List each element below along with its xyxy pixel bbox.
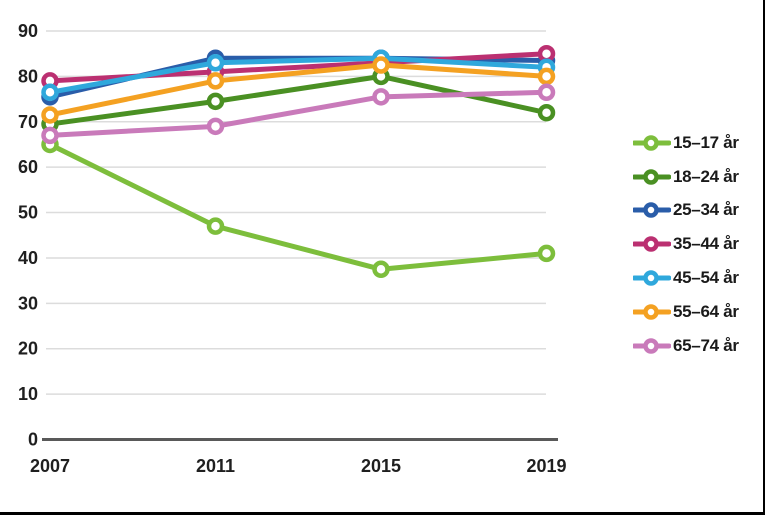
legend-item-0: 15–17 år — [633, 126, 739, 160]
legend-label: 45–54 år — [673, 268, 739, 288]
data-point-marker — [206, 72, 225, 90]
series-line-6 — [47, 89, 549, 138]
legend-item-3: 35–44 år — [633, 227, 739, 261]
legend-marker-icon — [633, 270, 671, 286]
legend-marker-icon — [633, 135, 671, 151]
data-point-marker — [41, 106, 59, 124]
data-point-marker — [41, 83, 59, 102]
legend-item-1: 18–24 år — [633, 160, 739, 194]
y-tick-label: 90 — [18, 21, 38, 41]
data-point-marker — [537, 103, 556, 122]
legend-label: 35–44 år — [673, 234, 739, 254]
legend-item-6: 65–74 år — [633, 329, 739, 363]
legend-marker-icon — [633, 236, 671, 253]
legend-label: 25–34 år — [673, 200, 739, 220]
y-tick-label: 50 — [18, 203, 38, 223]
y-tick-label: 80 — [18, 66, 38, 86]
data-point-marker — [206, 217, 225, 235]
series-line-4 — [47, 55, 549, 95]
data-point-marker — [537, 44, 556, 63]
data-point-marker — [372, 260, 390, 279]
data-point-marker — [537, 83, 556, 102]
data-point-marker — [41, 126, 59, 145]
legend-marker-icon — [633, 304, 671, 320]
y-tick-label: 0 — [28, 430, 38, 450]
legend-marker-icon — [633, 337, 671, 354]
data-point-marker — [537, 67, 556, 86]
legend-item-4: 45–54 år — [633, 261, 739, 295]
y-tick-label: 40 — [18, 248, 38, 268]
data-point-marker — [372, 88, 390, 106]
legend-label: 18–24 år — [673, 166, 739, 186]
legend-item-5: 55–64 år — [633, 295, 739, 329]
chart-legend: 15–17 år 18–24 år 25–34 år 35–44 år 45–54 år… — [633, 126, 739, 363]
y-tick-label: 30 — [18, 293, 38, 313]
data-point-marker — [206, 92, 225, 111]
legend-item-2: 25–34 år — [633, 194, 739, 228]
legend-label: 15–17 år — [673, 132, 739, 152]
series-line-5 — [47, 62, 549, 118]
legend-marker-icon — [633, 168, 671, 185]
series-line-0 — [47, 141, 549, 272]
legend-label: 65–74 år — [673, 335, 739, 355]
y-tick-label: 60 — [18, 157, 38, 177]
legend-marker-icon — [633, 202, 671, 219]
x-tick-label: 2011 — [196, 456, 235, 476]
data-point-marker — [206, 54, 225, 72]
x-tick-label: 2015 — [361, 456, 401, 476]
data-point-marker — [372, 56, 390, 74]
x-tick-label: 2007 — [30, 456, 70, 476]
y-tick-label: 20 — [18, 339, 38, 359]
legend-label: 55–64 år — [673, 301, 739, 321]
data-point-marker — [537, 244, 556, 263]
data-point-marker — [206, 117, 225, 136]
x-tick-label: 2019 — [526, 456, 566, 476]
y-tick-label: 70 — [18, 112, 38, 132]
y-tick-label: 10 — [18, 384, 38, 404]
